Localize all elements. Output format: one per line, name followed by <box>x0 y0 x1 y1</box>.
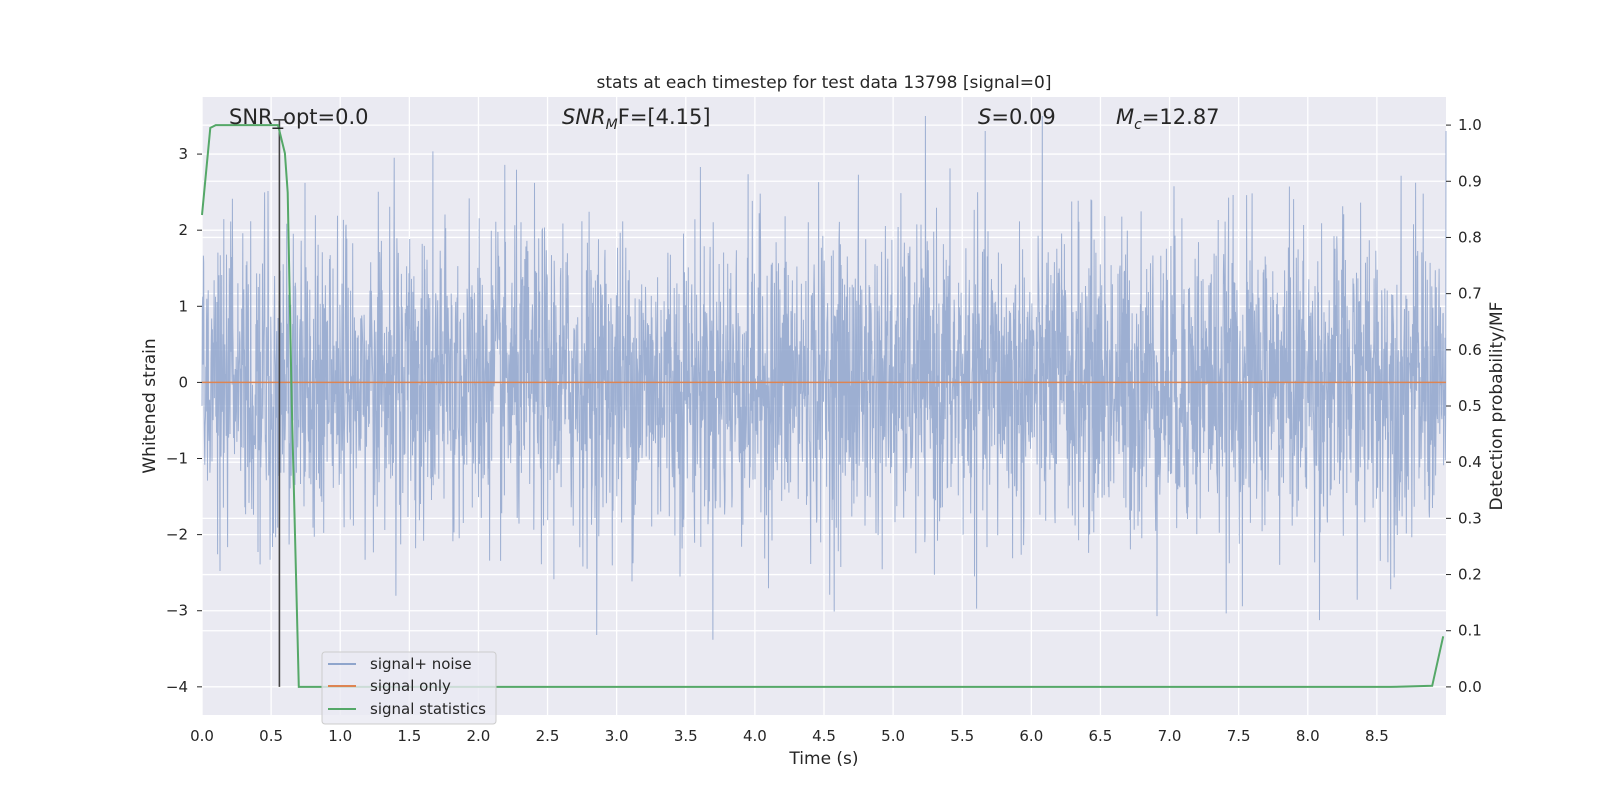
x-tick-label: 8.5 <box>1365 727 1389 745</box>
y2-tick-label: 0.3 <box>1458 509 1482 527</box>
snr-mf-value: F=[4.15] <box>618 105 711 129</box>
snr-opt-annotation: SNR_opt=0.0 <box>229 105 369 130</box>
x-tick-label: 6.5 <box>1089 727 1113 745</box>
x-tick-label: 5.5 <box>950 727 974 745</box>
y2-axis-title: Detection probability/MF <box>1487 302 1507 511</box>
y-tick-label: −2 <box>166 526 188 544</box>
snr-mf-symbol: SNR <box>562 105 606 129</box>
y-tick-label: −3 <box>166 602 188 620</box>
x-tick-label: 4.0 <box>743 727 767 745</box>
series-signal-noise <box>201 115 1447 640</box>
x-tick-label: 5.0 <box>881 727 905 745</box>
s-symbol: S <box>978 105 991 129</box>
y2-tick-label: 0.2 <box>1458 566 1482 584</box>
axis-ticks: 0.0 0.5 1.0 1.5 2.0 2.5 3.0 3.5 4.0 4.5 5.0 5.5 6.0 6… <box>166 116 1482 745</box>
y2-tick-label: 0.1 <box>1458 622 1482 640</box>
legend-box <box>321 651 497 725</box>
mc-value: =12.87 <box>1142 105 1220 129</box>
x-tick-label: 0.5 <box>259 727 283 745</box>
y2-tick-label: 0.6 <box>1458 341 1482 359</box>
y-tick-label: 2 <box>178 221 188 239</box>
mc-annotation: Mc=12.87 <box>1116 105 1220 133</box>
legend: signal+ noise signal only signal statist… <box>321 651 497 725</box>
y2-tick-label: 0.7 <box>1458 285 1482 303</box>
y-tick-label: −1 <box>166 450 188 468</box>
y-tick-label: 1 <box>178 297 188 315</box>
s-annotation: S=0.09 <box>978 105 1056 129</box>
snr-mf-annotation: SNRMF=[4.15] <box>562 105 711 133</box>
x-tick-label: 3.0 <box>605 727 629 745</box>
y2-tick-label: 0.4 <box>1458 453 1482 471</box>
x-tick-label: 2.0 <box>467 727 491 745</box>
x-tick-label: 2.5 <box>536 727 560 745</box>
legend-label-signal-statistics: signal statistics <box>370 700 486 718</box>
x-axis-title: Time (s) <box>788 749 858 769</box>
y-axis-title: Whitened strain <box>140 338 160 473</box>
data-series <box>201 115 1447 688</box>
y2-tick-label: 0.0 <box>1458 678 1482 696</box>
series-signal-statistics <box>201 124 1445 688</box>
y2-tick-label: 1.0 <box>1458 116 1482 134</box>
x-tick-label: 1.0 <box>328 727 352 745</box>
y2-tick-label: 0.8 <box>1458 228 1482 246</box>
x-tick-label: 8.0 <box>1296 727 1320 745</box>
y-tick-label: 3 <box>178 145 188 163</box>
x-tick-label: 1.5 <box>397 727 421 745</box>
x-tick-label: 7.0 <box>1158 727 1182 745</box>
mc-subscript: c <box>1134 117 1142 133</box>
y2-tick-label: 0.5 <box>1458 397 1482 415</box>
x-tick-label: 7.5 <box>1227 727 1251 745</box>
x-tick-label: 3.5 <box>674 727 698 745</box>
legend-label-signal-only: signal only <box>370 677 451 695</box>
y-tick-label: 0 <box>178 373 188 391</box>
snr-mf-subscript: M <box>606 117 618 133</box>
x-tick-label: 6.0 <box>1019 727 1043 745</box>
chart-title: stats at each timestep for test data 137… <box>597 73 1052 93</box>
s-value: =0.09 <box>991 105 1055 129</box>
x-tick-label: 4.5 <box>812 727 836 745</box>
mc-symbol: M <box>1116 105 1134 129</box>
x-tick-label: 0.0 <box>190 727 214 745</box>
y-tick-label: −4 <box>166 678 188 696</box>
legend-label-signal-noise: signal+ noise <box>370 655 472 673</box>
y2-tick-label: 0.9 <box>1458 172 1482 190</box>
